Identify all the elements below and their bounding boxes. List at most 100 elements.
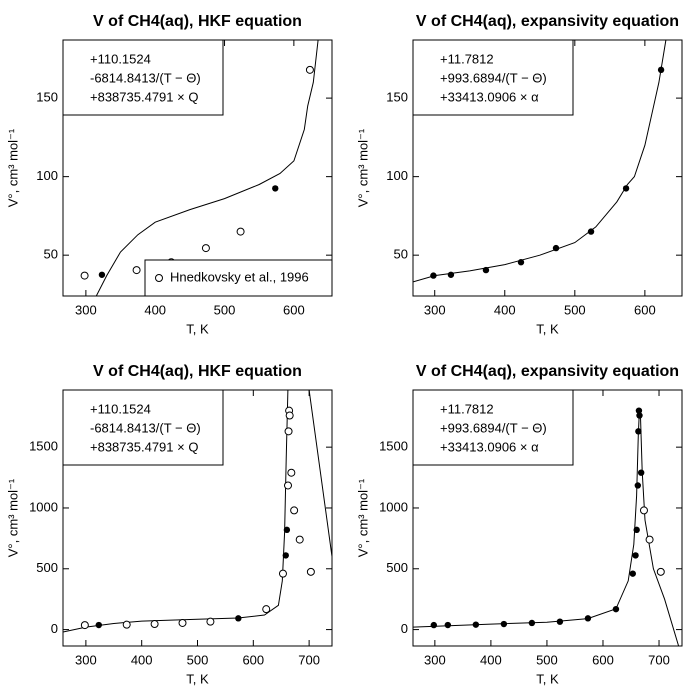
x-tick-label: 600 xyxy=(283,302,305,317)
data-point xyxy=(472,621,480,628)
legend-symbol xyxy=(155,274,163,282)
data-point xyxy=(500,620,508,628)
data-point xyxy=(645,535,654,544)
annotation-box xyxy=(412,389,574,466)
curve xyxy=(63,390,332,633)
y-tick-label: 100 xyxy=(36,168,58,183)
y-axis-label: V°, cm³ mol⁻¹ xyxy=(355,478,370,557)
y-tick-label: 150 xyxy=(36,90,58,105)
data-point xyxy=(612,605,620,613)
x-tick-label: 400 xyxy=(131,652,153,667)
y-tick-label: 50 xyxy=(44,247,58,262)
panel: V of CH4(aq), HKF equation T, K V°, cm³ mo… xyxy=(5,363,333,686)
data-point xyxy=(632,552,639,559)
data-point xyxy=(622,185,630,192)
data-point xyxy=(637,469,645,476)
annotation-box xyxy=(62,39,224,116)
data-point xyxy=(132,266,141,275)
y-axis-label: V°, cm³ mol⁻¹ xyxy=(5,128,20,207)
chart-title: V of CH4(aq), expansivity equation xyxy=(416,363,679,380)
y-tick-label: 150 xyxy=(386,90,408,105)
plot-frame xyxy=(62,39,333,297)
x-tick-label: 400 xyxy=(480,652,502,667)
curve xyxy=(413,410,680,646)
y-tick-label: 500 xyxy=(36,560,58,575)
data-point xyxy=(278,569,287,578)
data-point xyxy=(295,535,304,544)
annotation: +110.1524 xyxy=(90,51,151,66)
curve xyxy=(95,40,319,296)
y-tick-label: 500 xyxy=(386,560,408,575)
x-axis-label: T, K xyxy=(186,671,209,686)
plot-area xyxy=(413,407,680,646)
data-point xyxy=(122,620,131,629)
annotation: +33413.0906 × α xyxy=(440,89,539,104)
annotation: +11.7812 xyxy=(440,401,494,416)
data-point xyxy=(306,567,315,576)
x-tick-label: 500 xyxy=(564,302,586,317)
annotation: +993.6894/(T − Θ) xyxy=(440,70,547,85)
x-tick-label: 700 xyxy=(298,652,320,667)
x-tick-label: 300 xyxy=(75,652,97,667)
data-point xyxy=(283,481,292,490)
data-point xyxy=(447,271,455,278)
x-axis-label: T, K xyxy=(536,321,559,336)
annotation: +11.7812 xyxy=(440,51,494,66)
data-point xyxy=(290,506,299,515)
data-point xyxy=(639,506,648,515)
chart-title: V of CH4(aq), HKF equation xyxy=(93,13,302,30)
x-tick-label: 600 xyxy=(242,652,264,667)
data-point xyxy=(285,411,294,420)
data-point xyxy=(444,621,452,629)
y-tick-label: 1500 xyxy=(29,439,58,454)
data-point xyxy=(528,619,536,627)
plot-area xyxy=(63,390,332,633)
data-point xyxy=(629,570,636,577)
annotation: +110.1524 xyxy=(90,401,151,416)
annotation: -6814.8413/(T − Θ) xyxy=(90,70,201,85)
data-point xyxy=(282,552,289,559)
x-tick-label: 300 xyxy=(424,652,446,667)
legend-label: Hnedkovsky et al., 1996 xyxy=(170,269,309,284)
data-point xyxy=(634,482,642,489)
data-point xyxy=(150,620,159,629)
annotation-box xyxy=(62,389,224,466)
x-tick-label: 500 xyxy=(214,302,236,317)
data-point xyxy=(635,428,642,435)
data-point xyxy=(178,618,187,627)
data-point xyxy=(201,244,210,253)
data-point xyxy=(80,621,89,630)
plot-frame xyxy=(412,39,683,297)
data-point xyxy=(552,244,560,252)
y-tick-label: 50 xyxy=(394,247,408,262)
data-point xyxy=(584,615,592,622)
x-axis-label: T, K xyxy=(186,321,209,336)
x-tick-label: 700 xyxy=(648,652,670,667)
data-point xyxy=(95,621,103,629)
y-axis-label: V°, cm³ mol⁻¹ xyxy=(5,478,20,557)
data-point xyxy=(636,412,643,419)
x-tick-label: 400 xyxy=(144,302,166,317)
y-tick-label: 1000 xyxy=(379,499,408,514)
y-axis-label: V°, cm³ mol⁻¹ xyxy=(355,128,370,207)
y-tick-label: 1500 xyxy=(379,439,408,454)
data-point xyxy=(656,567,665,576)
data-point xyxy=(284,427,293,436)
data-point xyxy=(305,65,314,74)
panel: V of CH4(aq), expansivity equation T, K V°… xyxy=(355,363,683,686)
data-point xyxy=(556,618,564,625)
data-point xyxy=(283,526,291,534)
annotation: +993.6894/(T − Θ) xyxy=(440,420,547,435)
y-tick-label: 100 xyxy=(386,168,408,183)
data-point xyxy=(272,185,279,192)
annotation: +838735.4791 × Q xyxy=(90,439,198,454)
chart-title: V of CH4(aq), expansivity equation xyxy=(416,13,679,30)
y-tick-label: 0 xyxy=(51,621,58,636)
x-tick-label: 300 xyxy=(75,302,97,317)
data-point xyxy=(633,526,640,534)
data-point xyxy=(235,615,242,622)
chart-title: V of CH4(aq), HKF equation xyxy=(93,363,302,380)
panel: V of CH4(aq), expansivity equation T, K V°… xyxy=(355,13,683,336)
x-tick-label: 400 xyxy=(494,302,516,317)
